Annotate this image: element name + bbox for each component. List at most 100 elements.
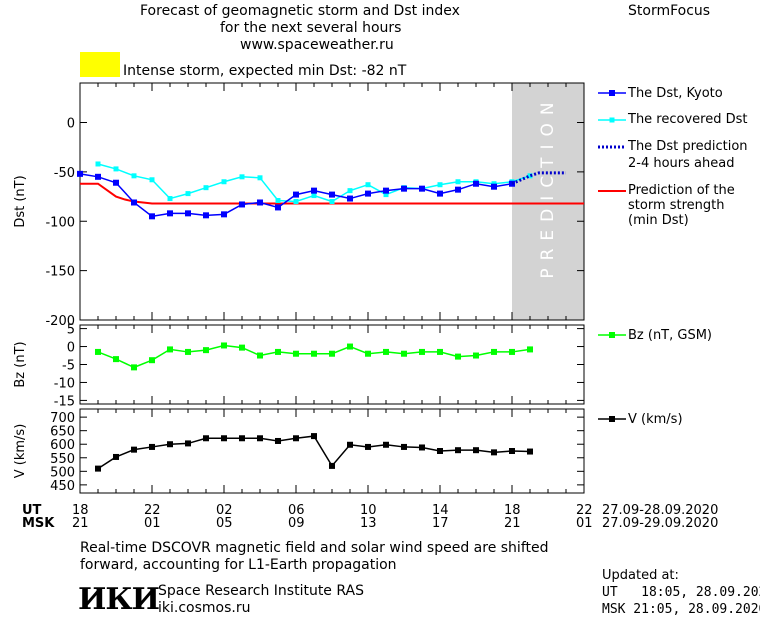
msk-tick-label: 01 — [144, 516, 161, 531]
kyoto-dst-point — [383, 187, 389, 194]
footer-note-line1: Real-time DSCOVR magnetic field and sola… — [80, 540, 549, 556]
v-point — [455, 447, 461, 454]
v-point — [185, 440, 191, 447]
recovered-dst-point — [293, 199, 299, 204]
institute-name: Space Research Institute RAS — [158, 583, 364, 599]
recovered-dst-point — [167, 196, 173, 202]
kyoto-dst-point — [131, 199, 137, 206]
kyoto-dst-point — [455, 186, 461, 193]
msk-tick-label: 09 — [288, 516, 305, 531]
bz-point — [221, 342, 227, 349]
bz-point — [473, 352, 479, 359]
kyoto-dst-point — [167, 210, 173, 217]
v-point — [293, 435, 299, 442]
kyoto-dst-point — [473, 180, 479, 187]
kyoto-dst-point — [437, 190, 443, 197]
msk-tick-label: 21 — [72, 516, 89, 531]
bz-point — [257, 352, 263, 359]
v-point — [167, 441, 173, 448]
msk-tick-label: 01 — [576, 516, 593, 531]
v-point — [257, 435, 263, 442]
kyoto-dst-point — [149, 213, 155, 220]
kyoto-dst-point — [203, 212, 209, 219]
iki-logo: ИКИ — [78, 582, 160, 617]
v-point — [419, 444, 425, 451]
recovered-dst-point — [527, 173, 533, 179]
bz-point — [491, 348, 497, 355]
msk-axis-label: MSK — [22, 516, 55, 531]
v-point — [383, 441, 389, 448]
y-tick-label: 0 — [67, 117, 75, 132]
v-point — [401, 443, 407, 450]
y-tick-label: 450 — [50, 479, 75, 494]
v-point — [473, 447, 479, 454]
legend-recovered-symbol-marker — [609, 117, 615, 123]
kyoto-dst-point — [185, 210, 191, 217]
dst-prediction-line — [511, 171, 566, 186]
recovered-dst-point — [347, 188, 353, 194]
bz-point — [149, 357, 155, 364]
bz-point — [527, 346, 533, 353]
v-point — [275, 437, 281, 444]
msk-tick-label: 13 — [360, 516, 377, 531]
kyoto-dst-point — [401, 185, 407, 192]
institute-link[interactable]: iki.cosmos.ru — [158, 600, 251, 616]
website-link[interactable]: www.spaceweather.ru — [240, 37, 394, 53]
v-point — [149, 443, 155, 450]
recovered-dst-point — [455, 179, 461, 185]
y-tick-label: -100 — [45, 215, 75, 230]
recovered-dst-point — [113, 166, 119, 172]
ut-tick-label: 22 — [576, 503, 593, 518]
v-line — [97, 435, 531, 470]
alert-swatch — [80, 52, 120, 77]
kyoto-dst-point — [95, 173, 101, 180]
legend-storm-label-3: (min Dst) — [628, 213, 689, 228]
kyoto-dst-point — [275, 204, 281, 211]
y-tick-label: -150 — [45, 265, 75, 280]
v-point — [239, 435, 245, 442]
legend-prediction-label-1: The Dst prediction — [628, 139, 748, 154]
legend-v-label: V (km/s) — [628, 412, 683, 427]
recovered-dst-point — [329, 199, 335, 204]
y-tick-label: -50 — [54, 166, 75, 181]
legend-kyoto-label: The Dst, Kyoto — [628, 86, 723, 101]
chart-title-line1: Forecast of geomagnetic storm and Dst in… — [140, 3, 460, 19]
kyoto-dst-point — [419, 185, 425, 192]
recovered-dst-point — [221, 179, 227, 185]
bz-point — [203, 347, 209, 354]
y-tick-label: 700 — [50, 411, 75, 426]
y-tick-label: 5 — [67, 323, 75, 338]
msk-tick-label: 21 — [504, 516, 521, 531]
v-point — [527, 448, 533, 455]
recovered-dst-point — [383, 192, 389, 198]
v-point — [329, 462, 335, 469]
recovered-dst-point — [311, 193, 317, 199]
y-tick-label: -15 — [54, 394, 75, 409]
kyoto-dst-point — [257, 199, 263, 206]
prediction-label: PREDICTION — [538, 94, 558, 278]
bz-point — [419, 348, 425, 355]
msk-tick-label: 05 — [216, 516, 233, 531]
chart-title-line2: for the next several hours — [220, 20, 402, 36]
kyoto-dst-point — [239, 201, 245, 208]
y-tick-label: 650 — [50, 425, 75, 440]
msk-date-range: 27.09-29.09.2020 — [602, 516, 719, 531]
recovered-dst-point — [203, 185, 209, 191]
v-point — [311, 433, 317, 440]
v-point — [365, 443, 371, 450]
msk-tick-label: 17 — [432, 516, 449, 531]
y-axis-label: V (km/s) — [13, 424, 28, 479]
kyoto-dst-point — [329, 191, 335, 198]
recovered-dst-point — [275, 198, 281, 204]
kyoto-dst-point — [221, 211, 227, 218]
kyoto-dst-point — [491, 183, 497, 190]
y-axis-label: Dst (nT) — [13, 175, 28, 227]
v-point — [437, 448, 443, 454]
bz-point — [401, 350, 407, 357]
ut-tick-label: 06 — [288, 503, 305, 518]
ut-tick-label: 22 — [144, 503, 161, 518]
v-point — [221, 435, 227, 442]
ut-tick-label: 14 — [432, 503, 449, 518]
kyoto-dst-point — [347, 195, 353, 202]
